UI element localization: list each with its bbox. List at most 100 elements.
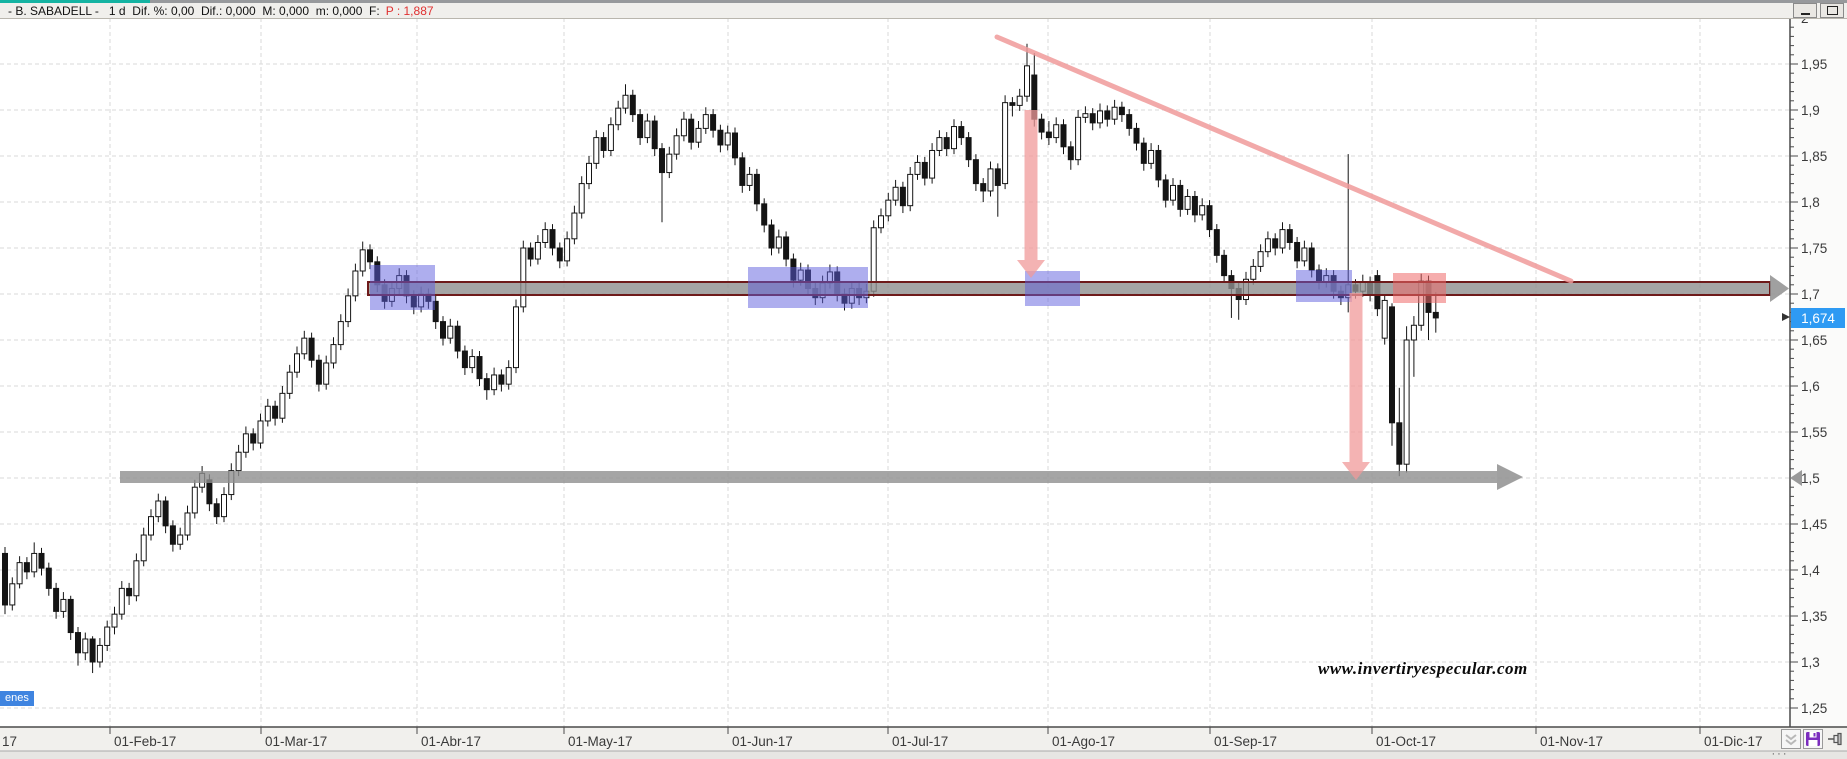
price-axis-label: 1,85 <box>1801 149 1827 164</box>
candle-body <box>527 247 534 260</box>
candle-body <box>367 249 373 263</box>
candle-body <box>111 613 118 628</box>
candle-body <box>469 356 476 369</box>
candle-body <box>1213 229 1220 256</box>
plot-area <box>0 18 1790 727</box>
candles <box>2 43 1439 674</box>
candle-body <box>1301 247 1308 262</box>
support-zone-1 <box>370 265 435 310</box>
minimize-button[interactable] <box>1793 3 1817 18</box>
candle-body <box>958 126 965 139</box>
candle-body <box>242 433 249 453</box>
candle-body <box>1272 238 1279 249</box>
candle-body <box>739 157 746 186</box>
pin-button[interactable] <box>1825 729 1845 749</box>
candle-body <box>1060 124 1067 148</box>
candle-body <box>520 247 527 308</box>
candle-body <box>1294 241 1301 262</box>
candle-body <box>1206 205 1213 231</box>
candle-body <box>16 562 23 585</box>
watermark: www.invertiryespecular.com <box>1318 659 1528 678</box>
price-axis[interactable]: 21,951,91,851,81,751,71,651,61,551,51,45… <box>1782 11 1847 727</box>
candle-body <box>556 247 563 262</box>
collapse-panel-button[interactable] <box>1781 729 1801 749</box>
candle-body <box>82 638 89 654</box>
candle-body <box>118 587 125 615</box>
date-axis-label: 01-Oct-17 <box>1376 734 1436 749</box>
candle-body <box>221 494 227 518</box>
candle-body <box>264 405 271 422</box>
candle-body <box>659 148 665 174</box>
candle-body <box>1396 422 1403 465</box>
candle-body <box>184 512 191 536</box>
candle-body <box>104 626 111 646</box>
price-axis-label: 1,5 <box>1801 471 1820 486</box>
candle-body <box>688 118 695 143</box>
candle-body <box>775 236 782 249</box>
candle-body <box>286 371 293 394</box>
candle-body <box>177 534 184 545</box>
candle-body <box>921 161 928 179</box>
date-axis-label: 01-Dic-17 <box>1704 734 1763 749</box>
candle-body <box>60 598 67 612</box>
candle-body <box>250 433 257 444</box>
pin-icon <box>1828 732 1842 746</box>
minimize-icon <box>1800 12 1810 15</box>
candle-body <box>578 183 585 214</box>
candle-body <box>45 567 52 589</box>
candle-body <box>761 203 768 226</box>
titlebar-top-strip <box>0 0 1847 3</box>
candle-body <box>257 420 264 444</box>
candle-body <box>337 321 344 346</box>
candle-body <box>695 127 702 143</box>
maximize-button[interactable] <box>1820 3 1844 18</box>
candle-body <box>987 168 994 192</box>
candle-body <box>593 137 600 164</box>
candle-body <box>1126 114 1133 129</box>
candle-body <box>885 199 892 217</box>
candle-body <box>279 392 286 419</box>
candle-body <box>980 183 987 192</box>
save-button[interactable] <box>1803 729 1823 749</box>
candle-body <box>155 500 162 518</box>
candle-body <box>67 598 74 634</box>
candle-body <box>878 215 884 229</box>
candle-body <box>1082 113 1089 118</box>
candle-body <box>440 321 446 339</box>
candle-body <box>666 153 673 174</box>
price-axis-label: 1,95 <box>1801 57 1827 72</box>
candle-body <box>483 378 490 391</box>
candle-body <box>1053 124 1060 139</box>
candle-body <box>301 337 308 355</box>
candle-body <box>1177 184 1184 210</box>
splitter-handle[interactable]: ··· <box>1771 748 1789 759</box>
price-axis-label: 1,4 <box>1801 563 1820 578</box>
candle-body <box>943 137 950 150</box>
date-axis-label: 01-Nov-17 <box>1540 734 1603 749</box>
price-axis-label: 1,45 <box>1801 517 1827 532</box>
candle-body <box>951 126 957 150</box>
candle-body <box>622 94 629 109</box>
accent-strip <box>0 0 150 3</box>
candle-body <box>75 632 81 654</box>
date-axis[interactable]: 01-Feb-17 01-Mar-17 01-Abr-17 01-May-17 01-J… <box>0 726 1847 751</box>
candle-body <box>702 114 709 129</box>
current-price-tag: 1,674 <box>1791 308 1845 328</box>
candle-body <box>96 644 103 663</box>
candle-body <box>907 173 914 207</box>
candle-body <box>1067 146 1074 161</box>
price-axis-label: 1,55 <box>1801 425 1827 440</box>
candle-body <box>629 94 636 116</box>
candle-body <box>1038 118 1045 133</box>
candle-body <box>272 405 279 419</box>
candle-body <box>1024 65 1030 97</box>
candle-body <box>549 229 556 249</box>
candle-body <box>491 374 498 391</box>
candle-body <box>1045 131 1052 139</box>
candle-body <box>753 173 760 205</box>
candle-body <box>571 212 578 240</box>
candle-body <box>235 451 242 472</box>
candle-body <box>965 137 972 161</box>
